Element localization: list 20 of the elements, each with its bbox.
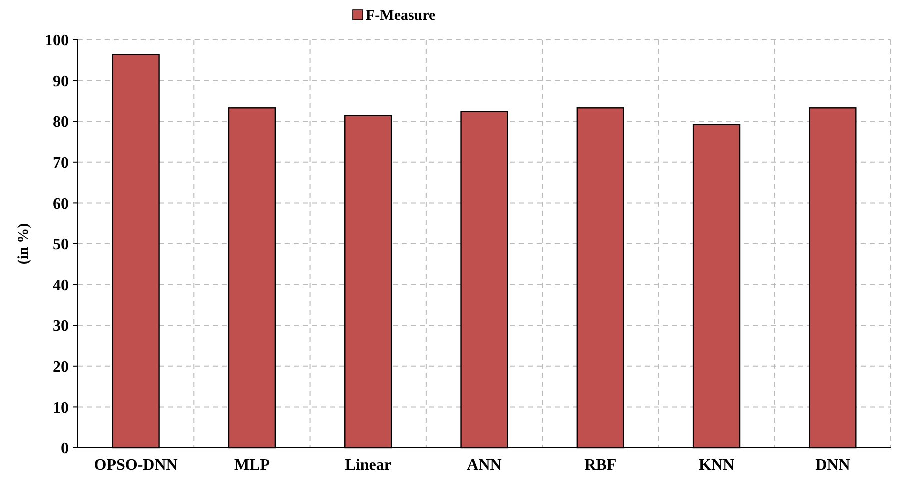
x-tick-label: Linear: [345, 457, 392, 474]
y-tick-label: 10: [53, 400, 69, 417]
x-tick-label: RBF: [584, 457, 617, 474]
x-tick-label: MLP: [234, 457, 270, 474]
legend-label: F-Measure: [366, 8, 436, 24]
x-tick-label: DNN: [816, 457, 851, 474]
y-tick-label: 60: [53, 196, 69, 213]
y-tick-label: 30: [53, 318, 69, 336]
y-tick-label: 50: [53, 236, 69, 254]
y-tick-label: 100: [45, 32, 69, 50]
y-tick-label: 0: [61, 440, 69, 458]
y-tick-label: 20: [53, 359, 69, 376]
x-tick-label: KNN: [699, 457, 736, 474]
x-tick-label: OPSO-DNN: [94, 457, 178, 474]
y-tick-label: 40: [53, 277, 69, 294]
y-tick-label: 70: [53, 155, 69, 172]
y-axis-title: (in %): [16, 223, 32, 265]
y-tick-label: 80: [53, 114, 69, 132]
x-tick-label: ANN: [467, 457, 502, 474]
y-tick-label: 90: [53, 73, 69, 90]
